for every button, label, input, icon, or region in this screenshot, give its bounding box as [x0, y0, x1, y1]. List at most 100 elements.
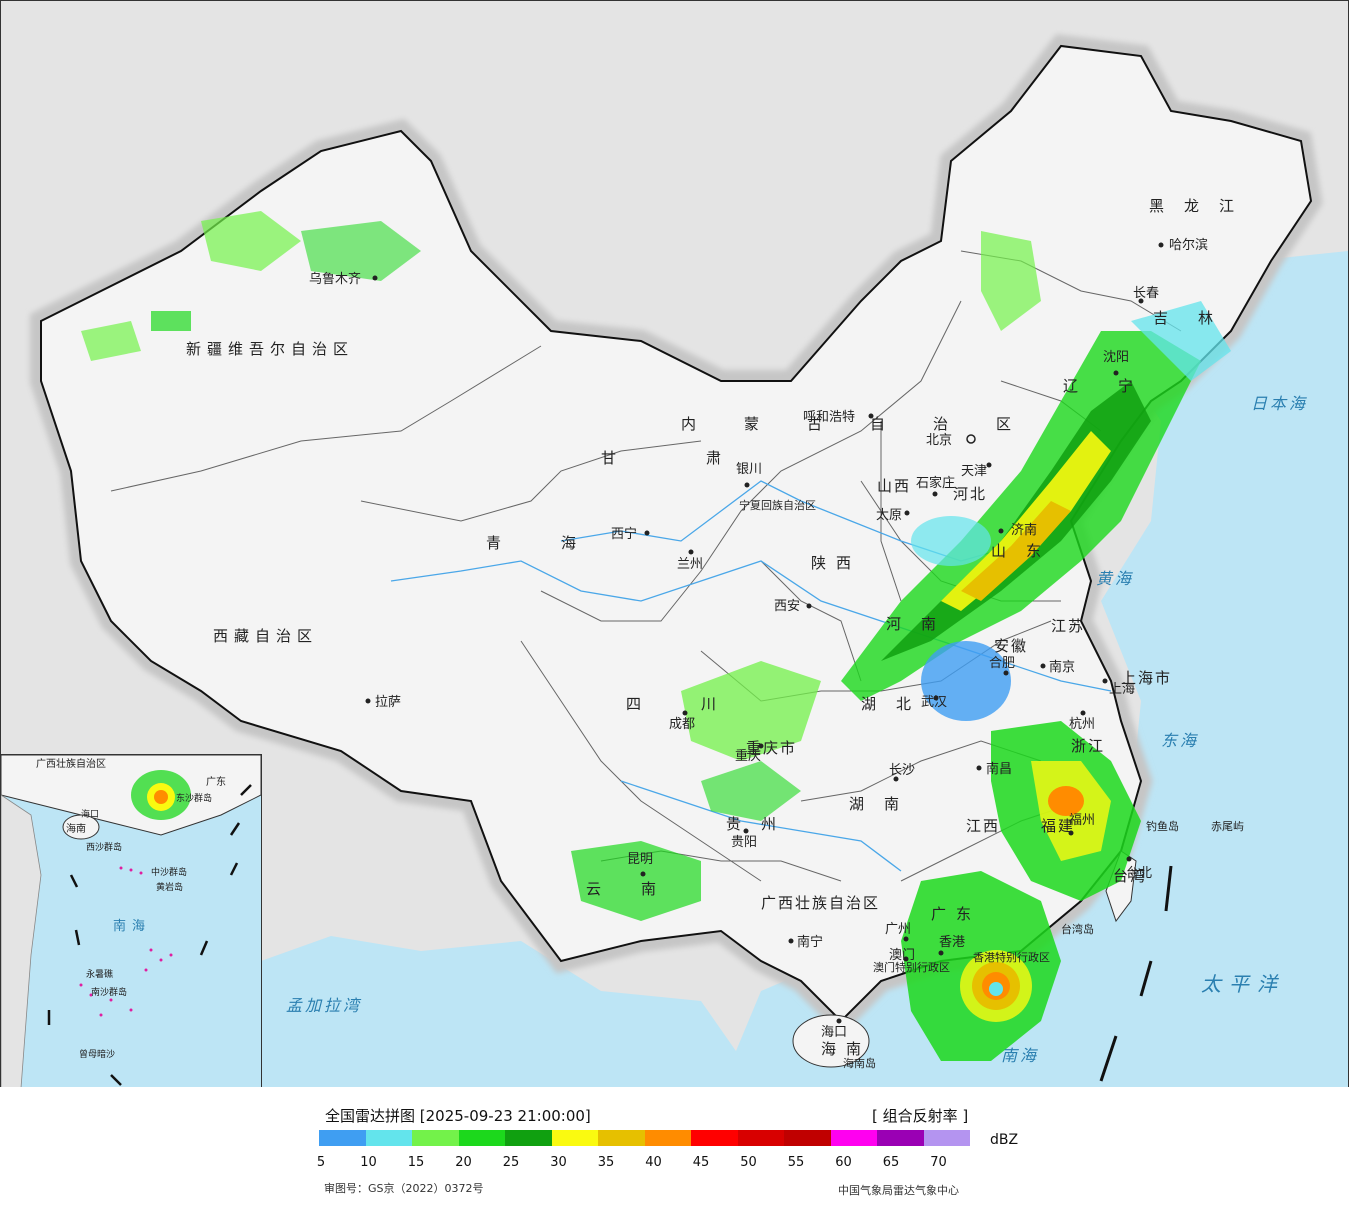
scale-tick: 50: [740, 1155, 757, 1170]
city-taiyuan: 太原: [876, 508, 902, 523]
scale-cell-7: [644, 1130, 691, 1146]
city-chengdu: 成都: [669, 717, 695, 732]
city-urumqi: 乌鲁木齐: [309, 271, 361, 287]
label-shandong: 山东: [991, 542, 1061, 560]
label-heilongjiang: 黑龙江: [1149, 197, 1254, 215]
hainan-island: [792, 1014, 870, 1068]
sea-pacific: 太平洋: [1201, 972, 1285, 996]
city-jinan: 济南: [1011, 522, 1037, 538]
label-guizhou: 贵州: [726, 815, 796, 833]
scale-cell-2: [412, 1130, 459, 1146]
sea-east: 东海: [1161, 731, 1199, 750]
sea-bengal: 孟加拉湾: [286, 996, 362, 1015]
city-lanzhou: 兰州: [677, 557, 703, 572]
city-yinchuan: 银川: [736, 462, 762, 477]
city-hk: 香港: [939, 935, 965, 950]
boundary-dashes: [1099, 865, 1173, 1082]
inset-dongsha: 东沙群岛: [176, 792, 212, 804]
city-hainan-island: 海南岛: [843, 1056, 876, 1070]
city-diaoyu: 钓鱼岛: [1146, 819, 1179, 833]
inset-zengmu: 曾母暗沙: [79, 1048, 115, 1060]
label-qinghai: 青海: [486, 534, 636, 552]
scale-cell-4: [505, 1130, 552, 1146]
scale-tick: 20: [455, 1155, 472, 1170]
label-liaoning: 辽宁: [1063, 377, 1173, 395]
scale-tick: 45: [692, 1155, 710, 1170]
label-anhui: 安徽: [994, 637, 1028, 655]
inset-huangyan: 黄岩岛: [156, 881, 183, 893]
scale-tick: 10: [360, 1155, 377, 1170]
city-changchun: 长春: [1133, 286, 1159, 301]
city-changsha: 长沙: [889, 763, 915, 778]
city-nanjing: 南京: [1049, 659, 1075, 675]
label-shanghai: 上海市: [1121, 669, 1172, 687]
city-macao: 澳门: [889, 947, 915, 963]
city-hangzhou: 杭州: [1069, 717, 1095, 732]
scale-tick: 35: [597, 1155, 615, 1170]
label-chongqing: 重庆市: [746, 739, 797, 757]
legend-panel: 全国雷达拼图 [2025-09-23 21:00:00] [ 组合反射率 ] d…: [0, 1087, 1349, 1208]
city-shenyang: 沈阳: [1103, 350, 1129, 365]
label-hubei: 湖北: [861, 695, 931, 713]
legend-unit: dBZ: [990, 1132, 1019, 1148]
legend-product: [ 组合反射率 ]: [872, 1107, 969, 1125]
city-harbin: 哈尔滨: [1169, 237, 1208, 253]
inset-hainan: 海南: [66, 822, 86, 835]
inset-south-china-sea: 广西壮族自治区 广东 海南 海口 南海 东沙群岛 西沙群岛 中沙群岛 黄岩岛 南…: [1, 754, 262, 1087]
label-ningxia: 宁夏回族自治区: [739, 498, 816, 512]
scale-cell-8: [691, 1130, 738, 1146]
label-xinjiang: 新疆维吾尔自治区: [186, 340, 354, 358]
label-henan: 河南: [886, 615, 956, 633]
legend-title: 全国雷达拼图 [2025-09-23 21:00:00]: [325, 1107, 591, 1125]
city-nanchang: 南昌: [986, 761, 1012, 777]
city-hohhot: 呼和浩特: [803, 410, 855, 425]
inset-yongshu: 永暑礁: [86, 968, 113, 980]
inset-haikou: 海口: [81, 808, 99, 820]
city-kunming: 昆明: [627, 852, 653, 867]
scale-tick: 25: [502, 1155, 520, 1170]
map-canvas: 日本海 黄海 东海 太平洋 南海 孟加拉湾 新疆维吾尔自治区 西藏自治区 青海 …: [30, 34, 1348, 1087]
city-markers: 乌鲁木齐 拉萨 西宁 兰州 银川 呼和浩特 北京 天津 石家庄 太原 西安 成都…: [309, 237, 1244, 1070]
scale-tick: 30: [550, 1155, 567, 1170]
data-source: 中国气象局雷达气象中心: [838, 1184, 959, 1197]
map-panel: 日本海 黄海 东海 太平洋 南海 孟加拉湾 新疆维吾尔自治区 西藏自治区 青海 …: [0, 0, 1349, 1088]
label-jiangsu: 江苏: [1051, 617, 1085, 635]
scale-tick: 55: [787, 1155, 805, 1170]
city-shanghai: 上海: [1109, 682, 1135, 697]
scale-cell-0: [319, 1130, 366, 1146]
scale-tick: 40: [645, 1155, 662, 1170]
city-taiwan-island: 台湾岛: [1061, 922, 1094, 936]
city-chongqing: 重庆: [735, 748, 761, 764]
city-tianjin: 天津: [961, 464, 987, 479]
inset-guangdong: 广东: [206, 775, 226, 788]
city-haikou: 海口: [821, 1025, 847, 1040]
label-taiwan: 台湾: [1113, 867, 1147, 885]
color-scale-ticks: 5 10 15 20 25 30 35 40 45 50 55 60 65 70: [0, 1155, 1349, 1171]
city-xian: 西安: [774, 599, 800, 614]
scale-cell-6: [598, 1130, 645, 1146]
radar-echo-layer: [81, 211, 1231, 1061]
label-zhejiang: 浙江: [1071, 737, 1105, 755]
scale-tick: 5: [316, 1155, 326, 1170]
scale-cell-9: [737, 1130, 784, 1146]
scale-cell-13: [923, 1130, 970, 1146]
scale-cell-10: [784, 1130, 831, 1146]
inset-guangxi: 广西壮族自治区: [36, 757, 106, 770]
label-sichuan: 四川: [626, 695, 776, 713]
city-guiyang: 贵阳: [731, 835, 757, 850]
label-guangxi: 广西壮族自治区: [761, 894, 880, 912]
city-chiwei: 赤尾屿: [1211, 820, 1244, 833]
label-shaanxi: 陕西: [811, 554, 861, 572]
city-wuhan: 武汉: [921, 695, 947, 710]
scale-tick: 65: [882, 1155, 900, 1170]
approval-number: 审图号：GS京（2022）0372号: [324, 1182, 484, 1195]
city-guangzhou: 广州: [885, 922, 911, 937]
label-guangdong: 广东: [931, 905, 981, 923]
label-shanxi: 山西: [877, 477, 911, 495]
label-xizang: 西藏自治区: [213, 627, 318, 645]
inset-xisha: 西沙群岛: [86, 841, 122, 853]
scale-cell-3: [458, 1130, 505, 1146]
scale-tick: 15: [407, 1155, 425, 1170]
label-hebei: 河北: [953, 485, 987, 503]
